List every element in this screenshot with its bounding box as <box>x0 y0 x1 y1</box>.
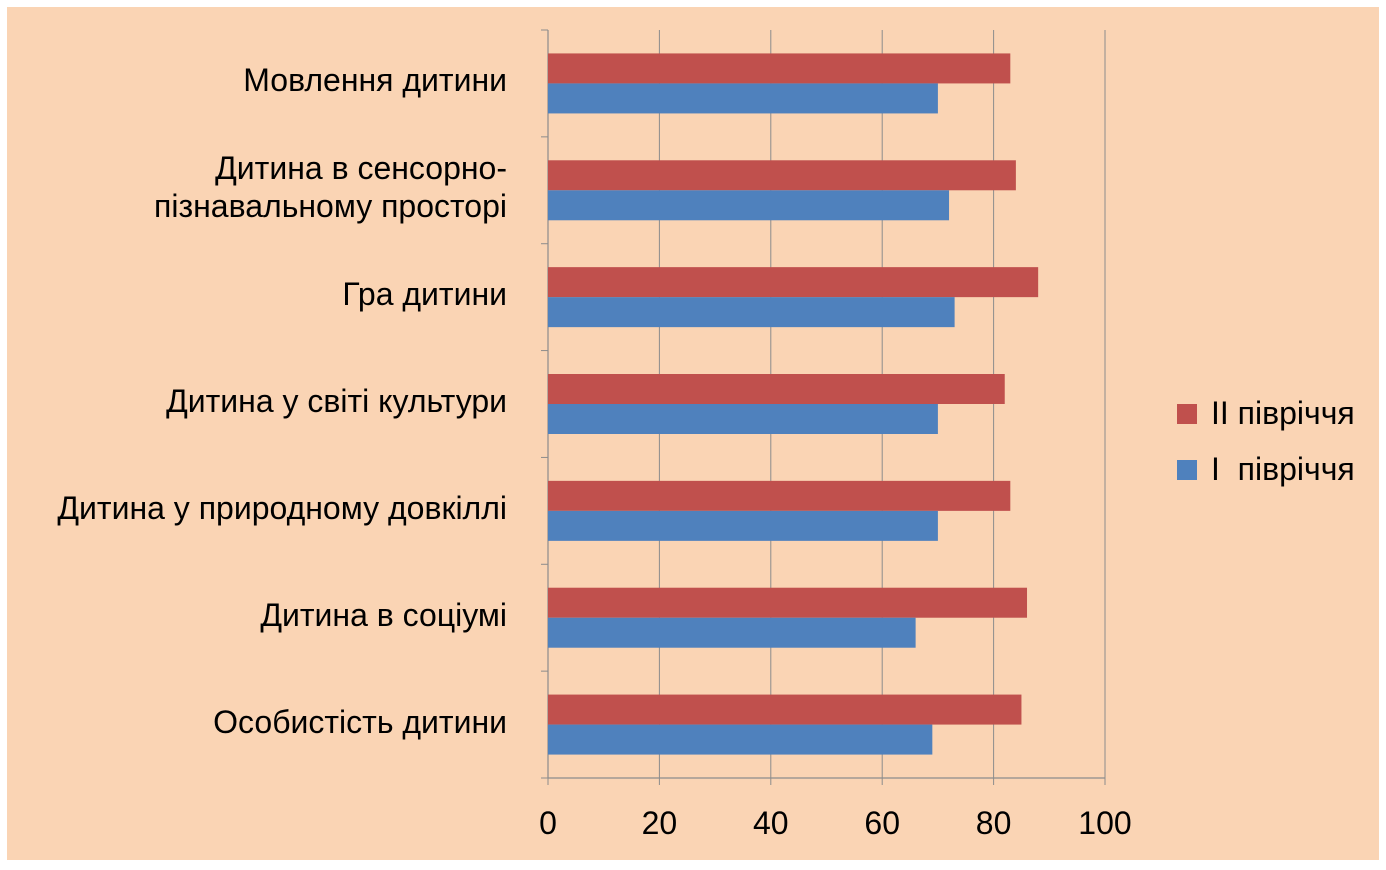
category-label: Особистість дитини <box>213 703 507 740</box>
bar-ii-semester <box>548 587 1028 618</box>
legend-swatch <box>1177 403 1197 424</box>
legend-label: І півріччя <box>1211 451 1355 487</box>
category-label: Гра дитини <box>342 276 507 313</box>
bar-i-semester <box>548 297 955 328</box>
bar-chart: 0 20 40 60 80 100 <box>539 29 1132 841</box>
category-label: Мовлення дитини <box>243 62 507 99</box>
bar-ii-semester <box>548 53 1011 84</box>
bar-i-semester <box>548 83 938 114</box>
x-tick-label: 20 <box>642 805 678 841</box>
bar-ii-semester <box>548 160 1016 191</box>
bar-i-semester <box>548 617 916 648</box>
x-tick-label: 80 <box>976 805 1012 841</box>
legend-item: І півріччя <box>1177 451 1355 488</box>
category-label: Дитина у світі культури <box>166 383 507 419</box>
bar-i-semester <box>548 190 950 221</box>
x-tick-label: 60 <box>864 805 900 841</box>
category-label: Дитина у природному довкіллі <box>57 489 507 526</box>
legend-swatch <box>1177 459 1197 480</box>
bar-i-semester <box>548 724 933 755</box>
category-label: Дитина в соціумі <box>260 596 507 633</box>
x-tick-label: 40 <box>753 805 789 841</box>
bar-i-semester <box>548 510 938 541</box>
bar-ii-semester <box>548 267 1039 298</box>
legend-item: ІІ півріччя <box>1177 395 1355 432</box>
x-tick-label: 100 <box>1078 805 1131 841</box>
chart-panel: 0 20 40 60 80 100 Мовлення дитини Дитина в сен… <box>7 7 1379 860</box>
category-label: Дитина в сенсорно- пізнавальному простор… <box>154 150 507 225</box>
bar-ii-semester <box>548 374 1005 404</box>
legend-label: ІІ півріччя <box>1211 395 1355 431</box>
bar-i-semester <box>548 404 938 434</box>
bar-ii-semester <box>548 694 1022 725</box>
x-tick-label: 0 <box>539 805 557 841</box>
bar-ii-semester <box>548 480 1011 511</box>
